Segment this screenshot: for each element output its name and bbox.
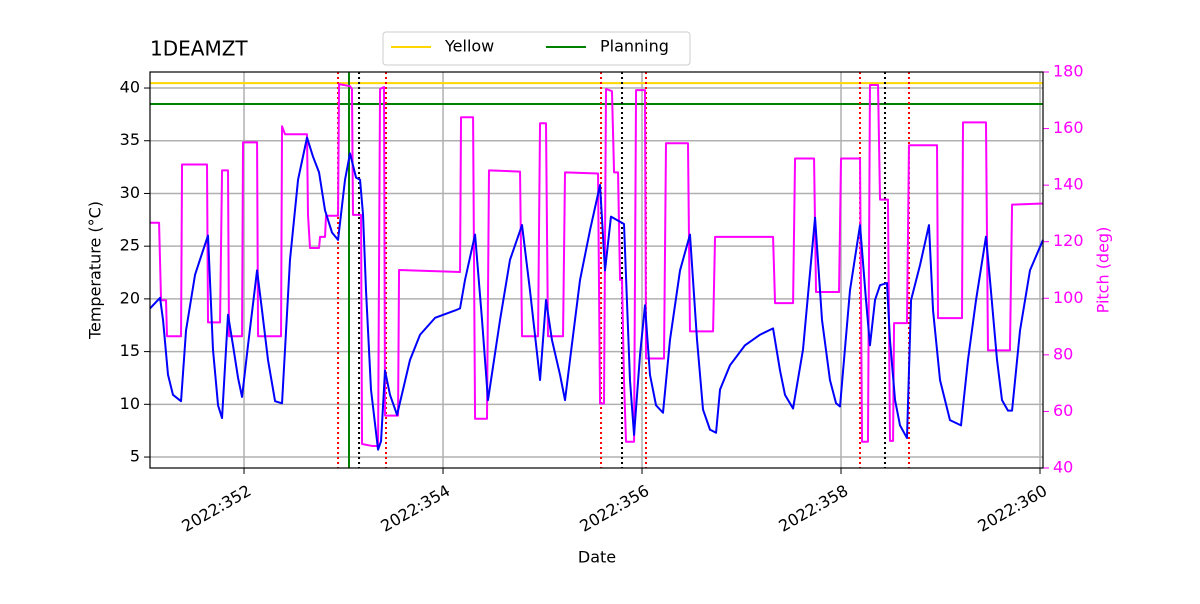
x-tick-label: 2022:352 (178, 481, 254, 536)
y-tick-label: 25 (120, 236, 140, 255)
y2-tick-label: 180 (1053, 62, 1084, 81)
legend-label: Planning (600, 37, 669, 56)
plot-frame (149, 71, 1044, 469)
legend-label: Yellow (444, 37, 494, 56)
data-line (149, 136, 1044, 451)
y2-tick-label: 80 (1053, 344, 1073, 363)
y-tick-label: 35 (120, 130, 140, 149)
y-tick-label: 15 (120, 341, 140, 360)
y2-tick-label: 40 (1053, 458, 1073, 477)
y2-axis-label: Pitch (deg) (1094, 227, 1113, 314)
x-axis-label: Date (578, 548, 616, 567)
y-tick-label: 10 (120, 394, 140, 413)
x-tick-label: 2022:360 (974, 481, 1050, 536)
data-line (150, 83, 1044, 447)
y2-tick-label: 100 (1053, 288, 1084, 307)
y-tick-label: 20 (120, 288, 140, 307)
y-tick-label: 40 (120, 78, 140, 97)
legend-box (382, 31, 691, 66)
x-tick-label: 2022:354 (377, 481, 453, 536)
y2-tick-label: 120 (1053, 231, 1084, 250)
x-tick-label: 2022:356 (576, 481, 652, 536)
y-tick-label: 30 (120, 183, 140, 202)
y-axis-label: Temperature (°C) (86, 201, 105, 340)
x-tick-label: 2022:358 (775, 481, 851, 536)
chart-title: 1DEAMZT (150, 37, 248, 61)
y-tick-label: 5 (130, 447, 140, 466)
y2-tick-label: 160 (1053, 118, 1084, 137)
y2-tick-label: 60 (1053, 401, 1073, 420)
y2-tick-label: 140 (1053, 175, 1084, 194)
